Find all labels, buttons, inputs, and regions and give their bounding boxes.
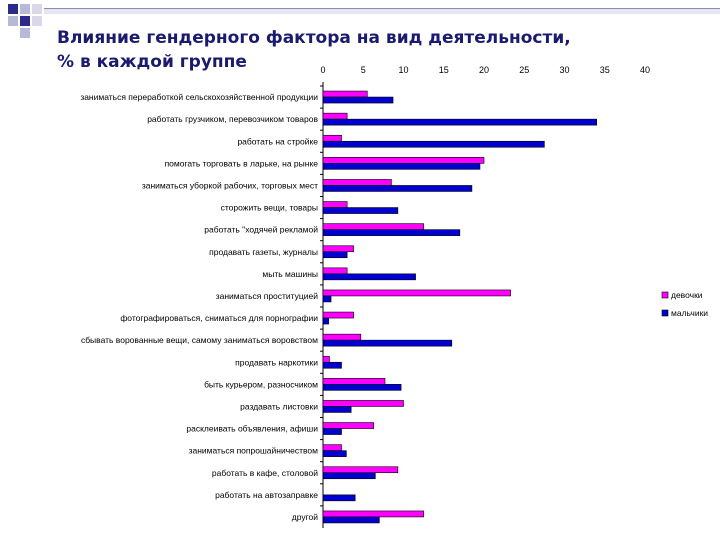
- category-label: быть курьером, разносчиком: [204, 379, 318, 389]
- legend-swatch: [661, 309, 669, 317]
- bar-boys: [322, 516, 380, 524]
- x-tick-label: 25: [519, 65, 529, 75]
- bar-girls: [322, 157, 485, 164]
- deco-square: [20, 4, 30, 14]
- bar-boys: [322, 472, 376, 480]
- category-label: работать на автозаправке: [215, 490, 318, 500]
- bar-girls: [322, 333, 362, 341]
- category-label: заниматься попрошайничеством: [189, 446, 319, 456]
- bar-boys: [322, 118, 598, 126]
- category-label: раздавать листовки: [240, 401, 318, 411]
- bar-boys: [322, 140, 545, 148]
- x-tick-label: 10: [398, 65, 408, 75]
- bar-girls: [322, 311, 354, 319]
- header-band: [44, 8, 720, 14]
- bar-girls: [322, 179, 392, 186]
- bar-girls: [322, 289, 511, 297]
- bar-boys: [322, 339, 453, 347]
- x-tick-label: 35: [600, 65, 610, 75]
- bar-girls: [322, 400, 404, 407]
- bar-girls: [322, 355, 330, 363]
- deco-square: [20, 28, 30, 38]
- category-label: заниматься проституцией: [216, 291, 319, 301]
- bar-boys: [322, 185, 473, 192]
- bar-boys: [322, 428, 342, 435]
- slide-title: Влияние гендерного фактора на вид деятел…: [57, 26, 571, 74]
- category-label: продавать наркотики: [235, 357, 318, 367]
- bar-boys: [322, 450, 347, 457]
- bar-boys: [322, 163, 481, 170]
- category-label: сбывать ворованные вещи, самому занимать…: [81, 335, 318, 345]
- bar-girls: [322, 223, 424, 230]
- deco-square: [8, 16, 18, 26]
- category-label: заниматься переработкой сельскохозяйстве…: [80, 92, 318, 102]
- x-tick-label: 20: [479, 65, 489, 75]
- legend-swatch: [661, 291, 669, 299]
- bar-girls: [322, 510, 424, 518]
- category-label: фотографироваться, сниматься для порногр…: [120, 313, 318, 323]
- category-label: работать грузчиком, перевозчиком товаров: [147, 114, 318, 124]
- header-rule: [44, 8, 720, 9]
- bar-chart: 0 5 10 15 20 25 30 35 40 заниматься переработкой …: [80, 65, 708, 528]
- category-label: работать "ходячей рекламой: [204, 225, 318, 235]
- bar-boys: [322, 406, 352, 413]
- bar-boys: [322, 361, 342, 369]
- slide-title-line2: % в каждой группе: [57, 52, 247, 72]
- bar-boys: [322, 96, 394, 104]
- bar-girls: [322, 444, 342, 451]
- bar-girls: [322, 267, 348, 275]
- x-tick-label: 0: [320, 65, 325, 75]
- category-label: продавать газеты, журналы: [209, 247, 318, 257]
- bar-boys: [322, 384, 402, 391]
- category-label: мыть машины: [262, 269, 318, 279]
- x-tick-label: 30: [559, 65, 569, 75]
- bar-girls: [322, 134, 342, 142]
- deco-square: [20, 16, 30, 26]
- deco-square: [32, 4, 42, 14]
- category-label: сторожить вещи, товары: [221, 203, 318, 213]
- legend-label: мальчики: [671, 308, 708, 318]
- bar-girls: [322, 201, 348, 208]
- bar-boys: [322, 295, 332, 303]
- category-label: расклеивать объявления, афиши: [186, 424, 318, 434]
- x-tick-label: 5: [361, 65, 366, 75]
- bar-girls: [322, 378, 386, 385]
- category-label: помогать торговать в ларьке, на рынке: [165, 158, 319, 168]
- bar-boys: [322, 251, 348, 259]
- bar-boys: [322, 229, 461, 236]
- category-label: заниматься уборкой рабочих, торговых мес…: [142, 180, 318, 190]
- bar-girls: [322, 112, 348, 120]
- bar-boys: [322, 273, 416, 281]
- bar-girls: [322, 245, 354, 253]
- bar-girls: [322, 466, 399, 474]
- x-tick-label: 40: [640, 65, 650, 75]
- slide-title-line1: Влияние гендерного фактора на вид деятел…: [57, 28, 571, 48]
- bar-girls: [322, 90, 368, 98]
- bar-girls: [322, 422, 375, 429]
- deco-square: [32, 16, 42, 26]
- legend-label: девочки: [671, 290, 703, 300]
- category-label: другой: [292, 512, 318, 522]
- category-label: работать в кафе, столовой: [212, 468, 318, 478]
- x-tick-label: 15: [439, 65, 449, 75]
- deco-square: [8, 4, 18, 14]
- bar-boys: [322, 207, 399, 214]
- bar-boys: [322, 317, 329, 325]
- bar-boys: [322, 494, 356, 502]
- category-label: работать на стройке: [237, 136, 318, 146]
- decorative-squares: [0, 0, 60, 50]
